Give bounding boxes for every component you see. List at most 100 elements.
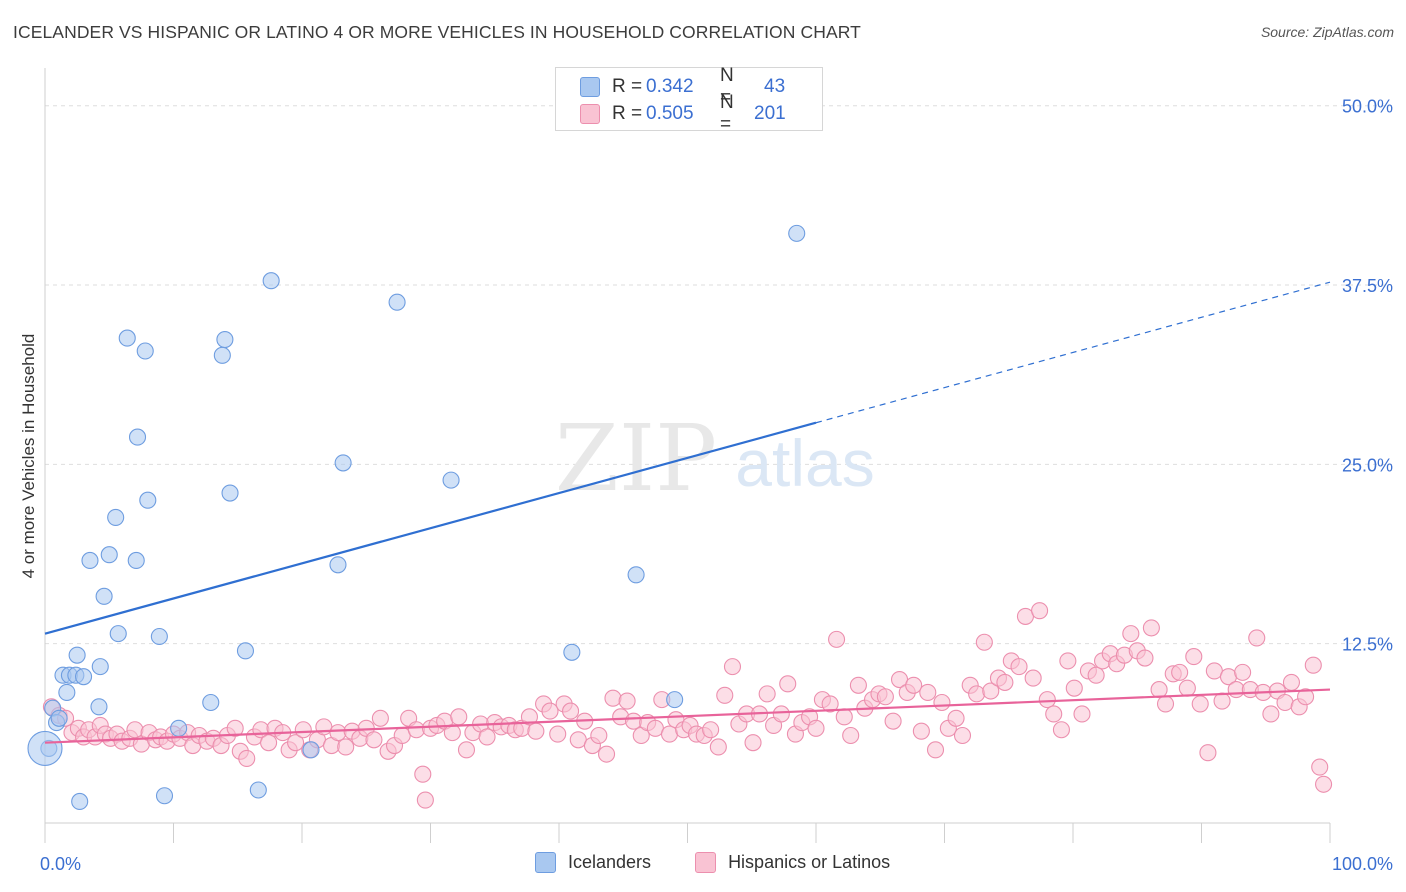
- hispanic-point: [975, 633, 993, 651]
- hispanic-point: [1297, 688, 1315, 706]
- icelander-point: [221, 484, 239, 502]
- hispanic-point: [1059, 652, 1077, 670]
- hispanic-point: [294, 721, 312, 739]
- hispanic-point: [821, 695, 839, 713]
- icelander-point: [58, 683, 76, 702]
- legend-item-hispanics[interactable]: Hispanics or Latinos: [695, 852, 890, 873]
- r-label: R =: [612, 76, 643, 97]
- hispanic-point: [371, 709, 389, 727]
- icelander-point: [666, 691, 684, 709]
- icelander-point: [202, 693, 220, 712]
- hispanic-point: [450, 708, 468, 726]
- n-label: N =: [720, 65, 734, 108]
- icelander-point: [90, 698, 108, 716]
- hispanics-swatch: [580, 104, 600, 124]
- legend-label: Icelanders: [568, 852, 652, 872]
- hispanic-point: [884, 712, 902, 730]
- hispanic-point: [260, 734, 278, 752]
- hispanic-point: [457, 741, 476, 759]
- hispanic-point: [716, 686, 734, 704]
- hispanic-point: [1282, 673, 1300, 691]
- n-label: N =: [720, 92, 734, 135]
- hispanic-point: [618, 692, 636, 710]
- hispanic-point: [1199, 744, 1217, 762]
- hispanic-point: [329, 724, 347, 742]
- hispanic-point: [1304, 656, 1322, 674]
- hispanic-point: [1142, 619, 1160, 637]
- hispanic-point: [660, 725, 679, 743]
- hispanic-point: [414, 765, 432, 783]
- stats-row-hispanics: R = 0.505 N = 201: [580, 92, 786, 135]
- hispanic-point: [443, 724, 461, 742]
- n-value: 43: [764, 76, 786, 97]
- icelander-point: [128, 428, 147, 446]
- hispanic-point: [541, 702, 559, 720]
- hispanic-point: [1122, 625, 1140, 643]
- hispanic-point: [562, 702, 580, 720]
- hispanic-point: [807, 719, 825, 737]
- legend-item-icelanders[interactable]: Icelanders: [535, 852, 651, 873]
- hispanic-point: [905, 676, 923, 694]
- hispanic-point: [1171, 663, 1189, 681]
- icelander-point: [91, 658, 109, 676]
- icelander-point: [100, 546, 118, 564]
- n-value: 201: [754, 103, 786, 124]
- stats-row-icelanders: R = 0.342 N = 43: [580, 65, 786, 108]
- hispanic-point: [1024, 669, 1042, 687]
- hispanic-point: [926, 741, 945, 759]
- watermark-zip: ZIP: [555, 405, 717, 512]
- hispanic-point: [126, 721, 144, 739]
- hispanic-point: [527, 722, 545, 740]
- y-tick-labels: 12.5% 25.0% 37.5% 50.0%: [1342, 97, 1393, 655]
- icelander-point: [127, 551, 145, 570]
- icelander-points: [27, 224, 806, 811]
- icelander-point: [139, 491, 157, 509]
- hispanic-point: [968, 685, 986, 703]
- hispanic-point: [478, 728, 496, 746]
- hispanic-point: [723, 658, 742, 676]
- hispanic-point: [604, 689, 622, 707]
- icelander-point: [107, 508, 125, 526]
- gridlines: [45, 105, 1392, 645]
- hispanic-point: [1213, 692, 1231, 710]
- icelander-point: [75, 668, 93, 686]
- icelander-point: [109, 625, 127, 643]
- icelander-trend-extension: [815, 281, 1331, 424]
- icelander-point: [136, 342, 154, 360]
- icelander-point: [236, 642, 255, 660]
- r-value: 0.505: [646, 103, 694, 124]
- hispanic-point: [1156, 695, 1175, 713]
- hispanic-point: [1185, 648, 1203, 666]
- icelander-point: [170, 719, 188, 737]
- hispanic-point: [287, 734, 305, 752]
- hispanic-point: [1276, 693, 1294, 712]
- y-tick-label: 25.0%: [1342, 455, 1393, 475]
- hispanic-point: [1234, 663, 1252, 681]
- hispanic-point: [1038, 691, 1056, 709]
- icelander-point: [216, 330, 234, 349]
- icelander-point: [150, 627, 168, 646]
- icelanders-swatch: [580, 77, 600, 97]
- icelander-point: [262, 272, 280, 290]
- icelander-point: [71, 792, 89, 811]
- hispanic-point: [590, 726, 608, 745]
- icelander-point: [563, 643, 581, 661]
- watermark-atlas: atlas: [735, 426, 874, 500]
- hispanic-point: [1045, 705, 1063, 723]
- x-tick-label-min: 0.0%: [40, 854, 81, 874]
- hispanic-point: [1150, 681, 1168, 699]
- icelander-point: [249, 781, 267, 799]
- hispanic-point: [1065, 679, 1083, 697]
- x-tick-label-max: 100.0%: [1332, 854, 1393, 874]
- icelander-point: [27, 730, 63, 766]
- hispanic-point: [779, 675, 797, 693]
- y-tick-label: 37.5%: [1342, 276, 1393, 296]
- y-axis-label: 4 or more Vehicles in Household: [19, 334, 38, 579]
- watermark: ZIP atlas: [555, 405, 875, 512]
- hispanic-point: [1191, 695, 1209, 713]
- hispanic-point: [996, 673, 1014, 691]
- hispanic-point: [828, 630, 846, 648]
- hispanic-point: [1052, 721, 1070, 739]
- icelander-point: [388, 293, 406, 311]
